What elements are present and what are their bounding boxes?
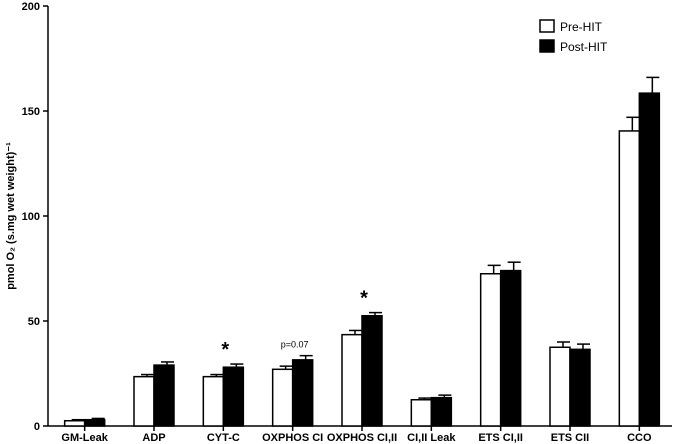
error-bars — [71, 76, 660, 421]
y-tick-label: 50 — [28, 316, 40, 328]
x-tick-label: ADP — [142, 432, 165, 444]
y-tick-label: 100 — [22, 211, 40, 223]
y-tick-label: 0 — [34, 421, 40, 433]
p-value-label: p=0.07 — [281, 340, 309, 350]
x-tick-label: CCO — [627, 432, 652, 444]
bar — [202, 375, 225, 427]
y-tick-label: 150 — [22, 106, 40, 118]
bar — [291, 359, 314, 427]
legend-swatch — [539, 39, 555, 53]
significance-star: * — [360, 288, 368, 310]
bar — [499, 269, 522, 427]
bar — [618, 130, 641, 427]
bar — [479, 273, 502, 427]
legend-label: Pre-HIT — [560, 20, 603, 34]
bar — [569, 348, 591, 427]
bar — [222, 366, 245, 427]
bar — [430, 396, 453, 427]
axes: 0 50 100 150 200 GM-Leak ADP CYT-C OXPHOS CI OXPH… — [22, 1, 672, 444]
bar — [271, 368, 294, 427]
bar — [63, 420, 86, 427]
y-tick-label: 200 — [22, 1, 40, 13]
significance-star: * — [221, 339, 229, 361]
bar — [83, 418, 106, 427]
bar — [341, 333, 363, 427]
bar — [133, 375, 155, 427]
y-axis-label-text: pmol O₂ (s.mg wet weight)⁻¹ — [5, 142, 17, 290]
x-tick-label: CI,II Leak — [407, 432, 456, 444]
bar — [361, 315, 383, 427]
annotations: * p=0.07 * — [221, 288, 368, 361]
x-tick-label: ETS CII — [551, 432, 590, 444]
x-tick-label: ETS CI,II — [478, 432, 523, 444]
x-tick-label: CYT-C — [207, 432, 240, 444]
legend-swatch — [539, 19, 555, 33]
y-axis-label: pmol O₂ (s.mg wet weight)⁻¹ — [5, 142, 17, 290]
legend: Pre-HIT Post-HIT — [539, 19, 608, 54]
x-tick-label: OXPHOS CI — [262, 432, 323, 444]
bar — [410, 399, 433, 427]
bar — [638, 92, 661, 427]
x-tick-label: OXPHOS CI,II — [327, 432, 397, 444]
legend-label: Post-HIT — [560, 40, 608, 54]
bars — [63, 92, 661, 427]
bar — [153, 364, 175, 427]
x-tick-label: GM-Leak — [61, 432, 108, 444]
bar — [549, 346, 571, 427]
